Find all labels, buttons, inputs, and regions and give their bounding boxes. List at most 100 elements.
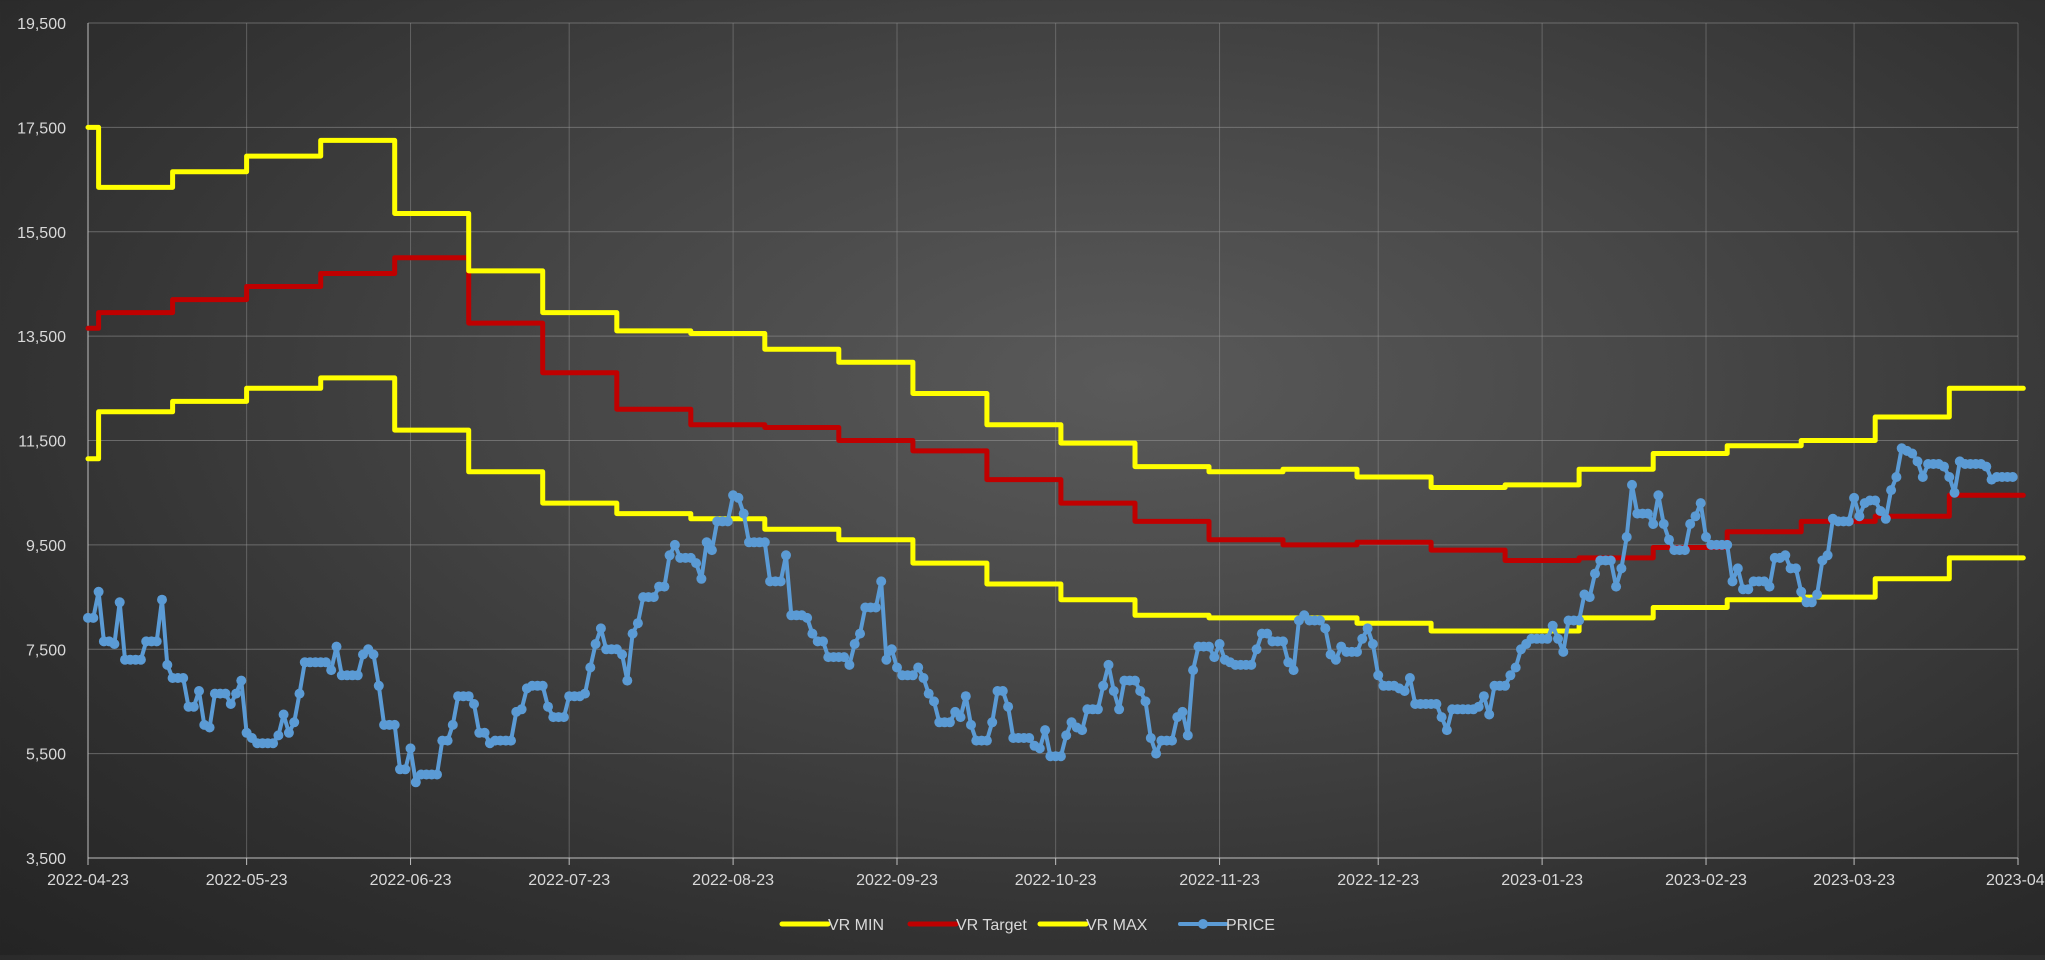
price-point: [220, 688, 231, 699]
price-point: [1553, 633, 1563, 644]
price-point: [1188, 665, 1199, 676]
price-point: [1357, 633, 1368, 644]
price-point: [706, 545, 717, 556]
price-point: [1404, 673, 1415, 683]
legend: VR MIN VR Target VR MAX PRICE: [779, 917, 1275, 934]
price-point: [352, 670, 363, 681]
price-point: [1167, 735, 1177, 746]
series-lines: [83, 124, 2026, 788]
price-point: [1473, 701, 1484, 712]
x-tick-label: 2022-08-23: [692, 872, 774, 889]
price-point: [114, 597, 125, 608]
price-point: [632, 618, 643, 629]
x-tick-label: 2023-02-23: [1665, 872, 1747, 889]
price-point: [1441, 725, 1452, 736]
price-point: [1246, 659, 1257, 670]
grid: [87, 22, 2019, 859]
price-point: [1849, 492, 1860, 503]
price-point: [326, 665, 337, 676]
price-point: [1151, 748, 1162, 759]
price-point: [273, 730, 284, 741]
price-point: [669, 539, 680, 550]
price-point: [955, 712, 966, 723]
price-point: [1135, 686, 1146, 696]
price-point: [1642, 508, 1653, 519]
price-point: [1055, 751, 1066, 762]
x-tick-label: 2023-01-23: [1501, 872, 1583, 889]
price-point: [648, 592, 659, 603]
price-point: [1616, 563, 1627, 574]
y-tick-label: 7,500: [26, 642, 66, 659]
y-tick-label: 11,500: [18, 434, 66, 451]
price-point: [1796, 586, 1807, 597]
price-point: [204, 722, 215, 733]
price-point: [162, 659, 173, 670]
x-tick-label: 2022-11-23: [1179, 872, 1260, 889]
x-tick-label: 2022-12-23: [1337, 872, 1419, 889]
price-point: [627, 628, 638, 639]
price-point: [981, 735, 992, 746]
price-point: [1685, 519, 1696, 529]
price-point: [1077, 725, 1088, 736]
price-point: [1061, 730, 1072, 741]
price-point: [585, 662, 596, 673]
price-point: [1558, 646, 1569, 657]
price-point: [580, 688, 590, 699]
price-point: [537, 680, 548, 691]
price-point: [1362, 623, 1373, 634]
price-point: [331, 641, 342, 652]
price-point: [1130, 675, 1140, 686]
price-point: [1843, 516, 1854, 527]
price-point: [1542, 633, 1553, 644]
price-point: [1690, 511, 1701, 522]
price-point: [1352, 646, 1362, 657]
price-point: [225, 699, 236, 709]
x-tick-label: 2022-09-23: [856, 872, 938, 889]
price-point: [543, 701, 553, 712]
price-point: [1510, 662, 1521, 673]
price-point: [1024, 733, 1035, 743]
price-point: [1732, 563, 1743, 574]
price-point: [738, 508, 749, 519]
price-point: [506, 735, 516, 746]
price-point: [294, 688, 305, 699]
price-point: [1743, 584, 1754, 595]
legend-label-vr-min: VR MIN: [828, 917, 884, 934]
price-point: [1912, 456, 1923, 467]
price-point: [997, 686, 1008, 696]
price-point: [447, 719, 458, 730]
price-point: [1806, 597, 1817, 608]
price-point: [1648, 519, 1659, 529]
price-point: [1251, 644, 1262, 655]
price-point: [664, 550, 675, 561]
price-point: [1944, 472, 1955, 482]
legend-marker-price: [1198, 919, 1208, 929]
price-point: [1917, 472, 1928, 482]
price-point: [759, 537, 770, 548]
price-point: [2007, 472, 2018, 482]
price-point: [1484, 709, 1495, 720]
price-point: [1003, 701, 1014, 712]
price-point: [1584, 592, 1595, 603]
price-point: [558, 712, 569, 723]
price-point: [929, 696, 939, 707]
price-point: [1701, 532, 1711, 542]
price-point: [1040, 725, 1051, 736]
price-point: [1288, 665, 1299, 676]
price-point: [1605, 555, 1616, 566]
price-point: [1981, 461, 1992, 472]
price-point: [1145, 733, 1156, 743]
price-point: [188, 701, 199, 712]
price-point: [109, 639, 120, 649]
price-point: [1891, 472, 1902, 482]
price-point: [1870, 495, 1881, 506]
price-point: [892, 662, 902, 673]
price-point: [1664, 534, 1674, 545]
price-point: [870, 602, 881, 613]
price-point: [389, 719, 400, 730]
price-point: [1590, 568, 1600, 579]
price-point: [1092, 704, 1103, 715]
price-point: [151, 636, 162, 647]
price-point: [1114, 704, 1125, 715]
price-point: [1399, 686, 1410, 696]
